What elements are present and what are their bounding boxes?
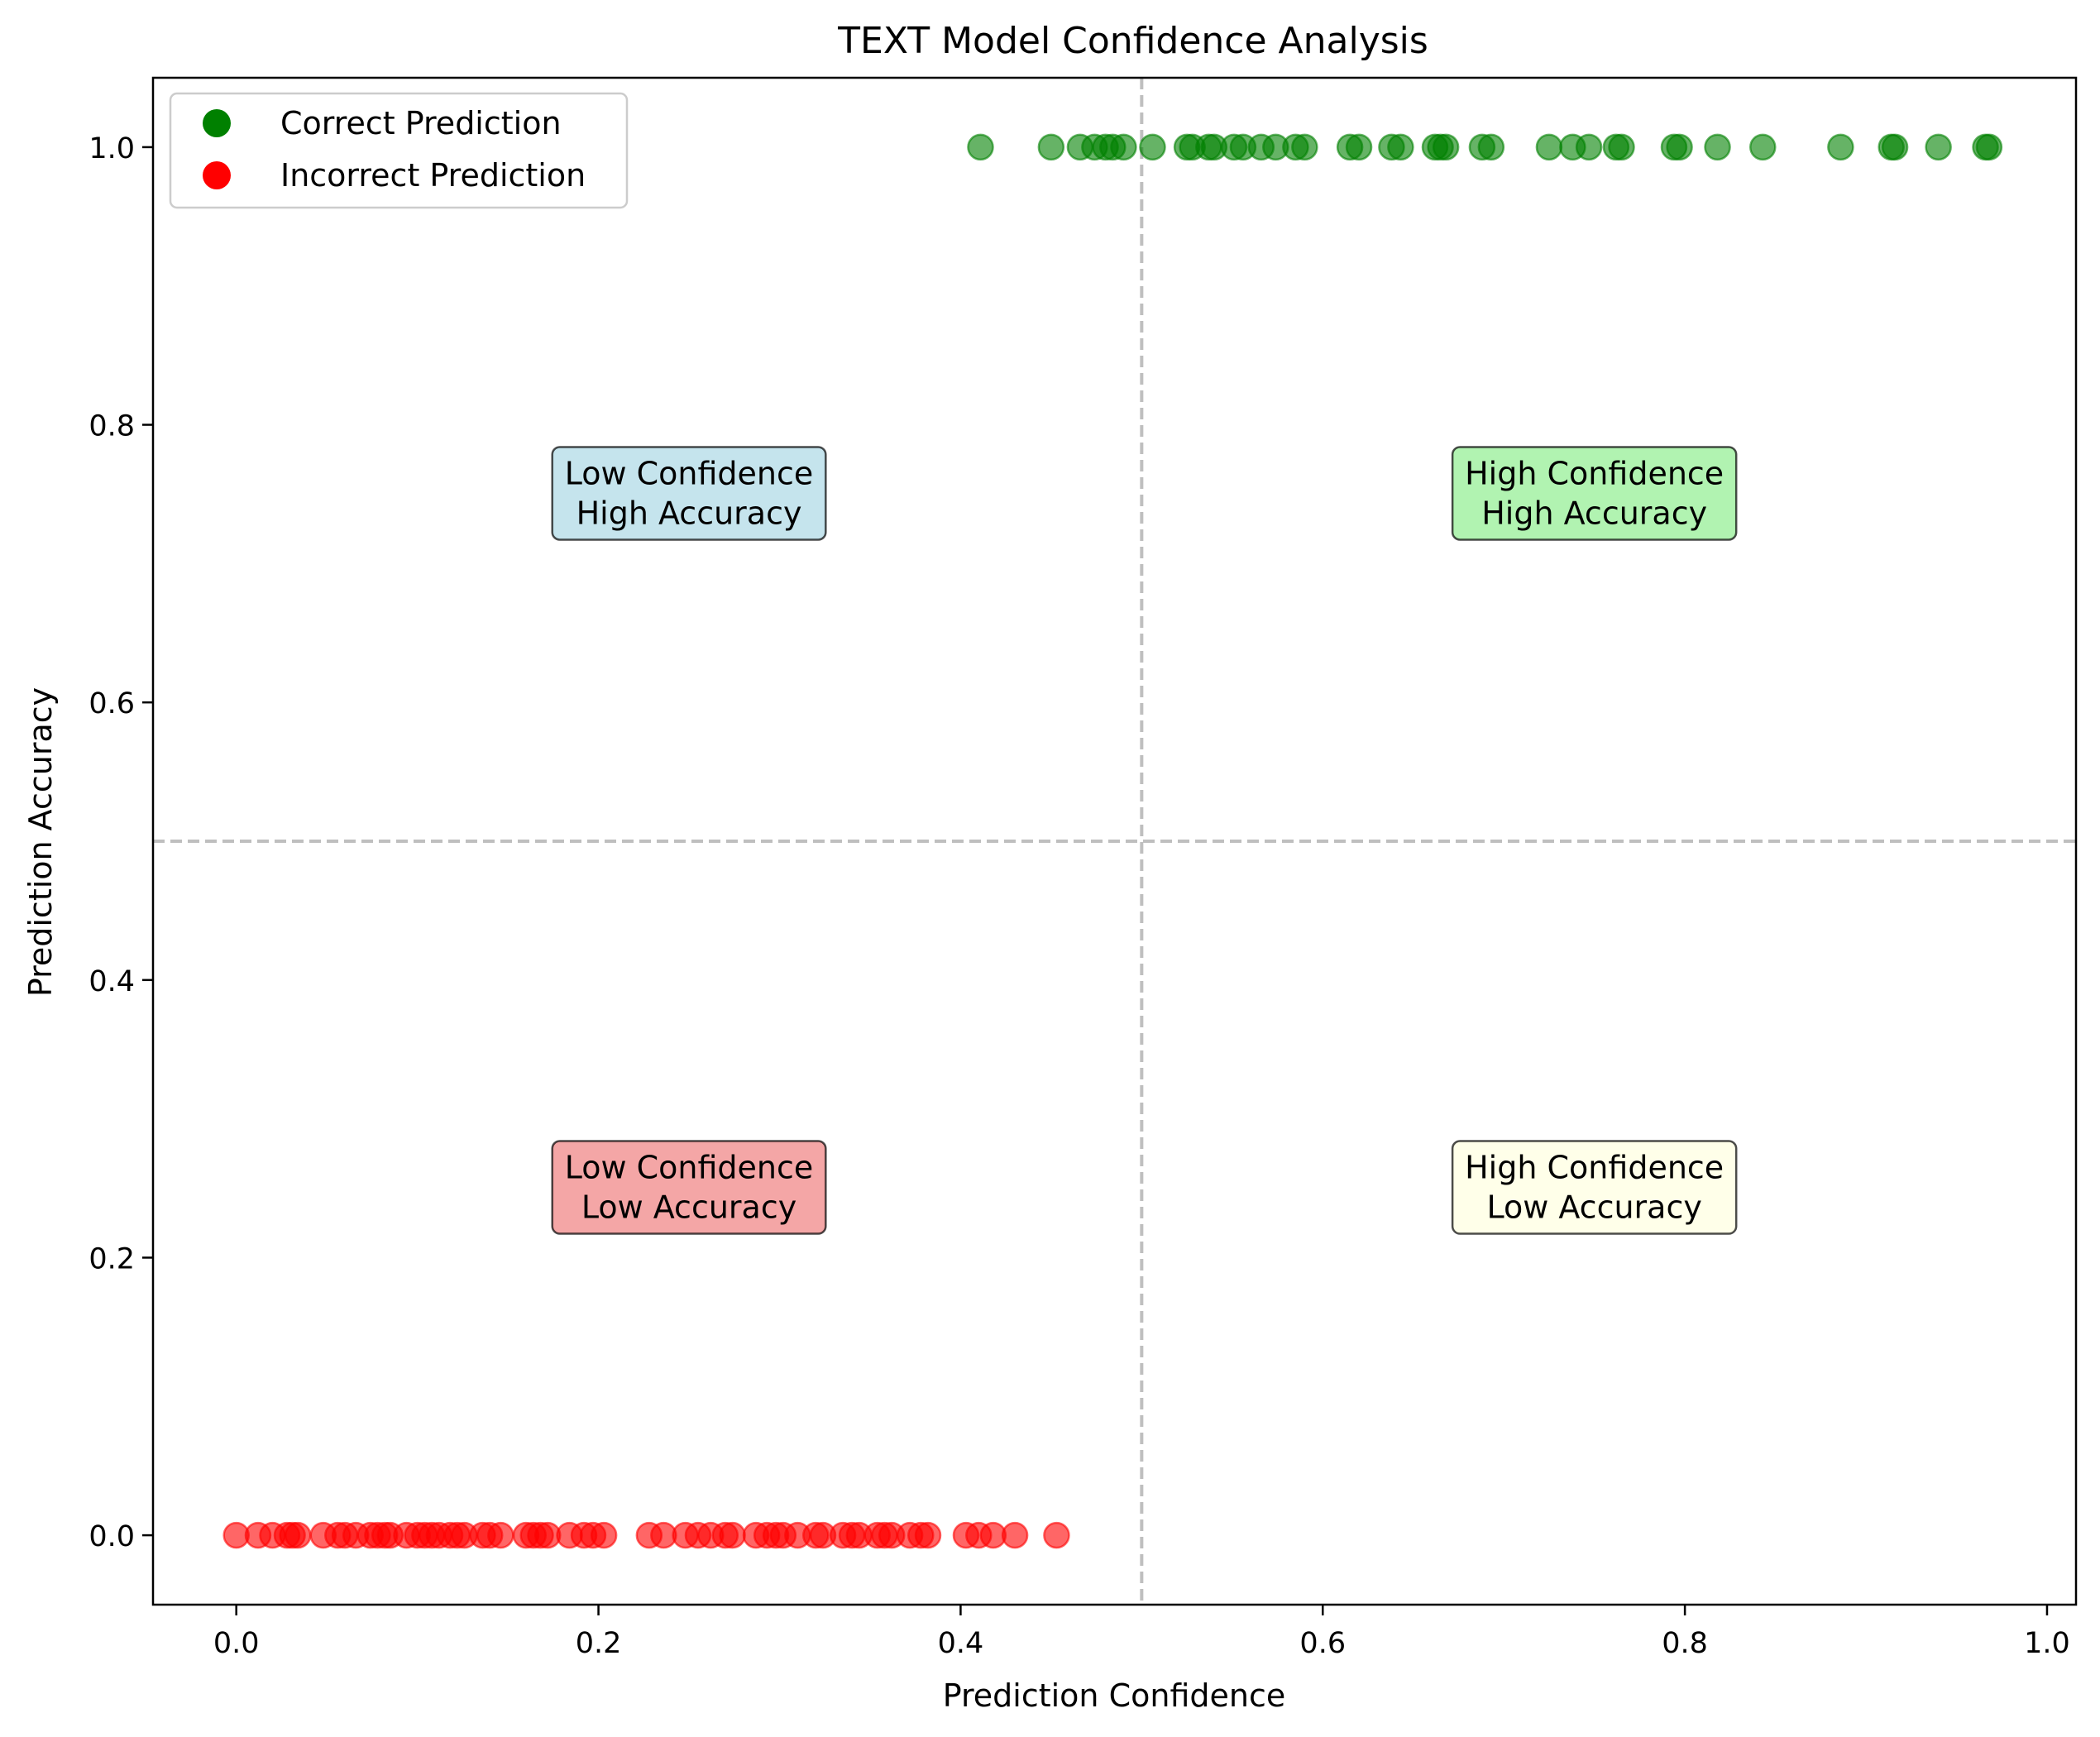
- legend-marker: [203, 161, 231, 189]
- quadrant-label-line2: Low Accuracy: [581, 1189, 796, 1226]
- quadrant-label-box: [1451, 1140, 1738, 1235]
- y-tick-label: 0.4: [88, 965, 135, 998]
- x-tick-label: 0.6: [1299, 1627, 1346, 1660]
- data-point: [1387, 133, 1414, 161]
- y-tick-label: 0.2: [88, 1242, 135, 1275]
- y-tick-label: 0.8: [88, 410, 135, 443]
- data-point: [1575, 133, 1603, 161]
- series-correct: [967, 133, 2003, 161]
- data-point: [1975, 133, 2003, 161]
- data-point: [1037, 133, 1065, 161]
- y-tick-label: 0.6: [88, 687, 135, 720]
- data-point: [1110, 133, 1137, 161]
- data-point: [1291, 133, 1318, 161]
- y-axis-label: Prediction Accuracy: [22, 687, 59, 997]
- data-point: [1432, 133, 1460, 161]
- data-point: [487, 1521, 514, 1549]
- quadrant-label-line2: High Accuracy: [576, 495, 802, 531]
- x-tick-label: 0.2: [576, 1627, 622, 1660]
- data-point: [719, 1521, 746, 1549]
- quadrant-label-box: [1451, 446, 1738, 541]
- data-point: [1827, 133, 1854, 161]
- x-tick-label: 0.8: [1662, 1627, 1708, 1660]
- data-point: [284, 1521, 312, 1549]
- data-point: [967, 133, 994, 161]
- legend: Correct Prediction Incorrect Prediction: [169, 92, 629, 209]
- legend-label: Correct Prediction: [280, 105, 562, 141]
- data-point: [1345, 133, 1373, 161]
- data-point: [1925, 133, 1952, 161]
- data-point: [1608, 133, 1635, 161]
- data-point: [1749, 133, 1777, 161]
- data-point: [1139, 133, 1166, 161]
- legend-marker: [203, 109, 231, 137]
- legend-frame: [169, 92, 629, 209]
- x-tick-label: 0.0: [213, 1627, 260, 1660]
- data-point: [590, 1521, 618, 1549]
- quadrant-label-line2: High Accuracy: [1481, 495, 1707, 531]
- y-tick-label: 0.0: [88, 1520, 135, 1553]
- data-point: [1043, 1521, 1070, 1549]
- quadrant-label-line1: Low Confidence: [565, 1150, 814, 1186]
- chart-title: TEXT Model Confidence Analysis: [837, 20, 1428, 62]
- data-point: [1881, 133, 1909, 161]
- y-axis-ticks: 0.0 0.2 0.4 0.6 0.8 1.0: [88, 132, 153, 1553]
- axes-frame: [151, 76, 2078, 1606]
- quadrant-label-line1: High Confidence: [1465, 1150, 1724, 1186]
- series-incorrect: [222, 1521, 1070, 1549]
- legend-label: Incorrect Prediction: [280, 157, 586, 194]
- data-point: [1666, 133, 1693, 161]
- quadrant-label-box: [551, 446, 827, 541]
- x-axis-ticks: 0.0 0.2 0.4 0.6 0.8 1.0: [213, 1605, 2070, 1660]
- quadrant-label-line1: Low Confidence: [565, 455, 814, 491]
- x-tick-label: 1.0: [2024, 1627, 2070, 1660]
- data-point: [1477, 133, 1505, 161]
- quadrant-label-0: Low Confidence High Accuracy: [551, 446, 827, 541]
- x-tick-label: 0.4: [938, 1627, 984, 1660]
- data-point: [1001, 1521, 1029, 1549]
- data-point: [1704, 133, 1731, 161]
- quadrant-label-1: High Confidence High Accuracy: [1451, 446, 1738, 541]
- data-point: [914, 1521, 942, 1549]
- data-point: [1535, 133, 1563, 161]
- y-tick-label: 1.0: [88, 132, 135, 165]
- quadrant-label-line2: Low Accuracy: [1486, 1189, 1701, 1226]
- quadrant-label-box: [551, 1140, 827, 1235]
- x-axis-label: Prediction Confidence: [943, 1677, 1286, 1714]
- quadrant-label-line1: High Confidence: [1465, 455, 1724, 491]
